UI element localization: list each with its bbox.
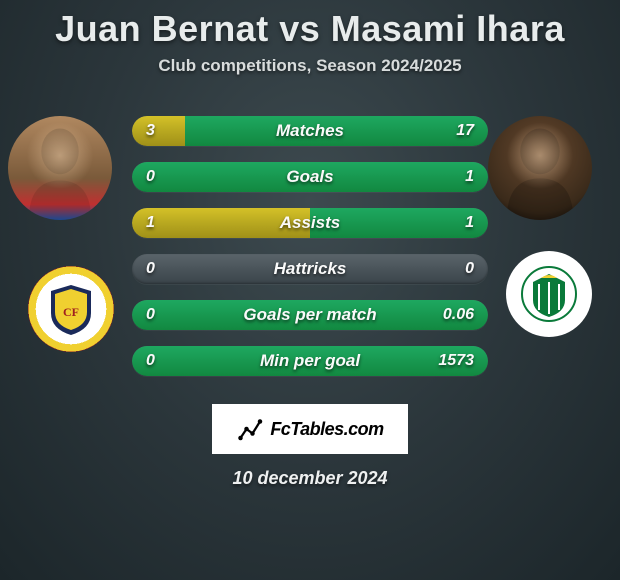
stat-bar: 0Goals1	[132, 162, 488, 192]
stat-bar: 0Min per goal1573	[132, 346, 488, 376]
club-left-crest: CF	[28, 266, 114, 352]
stat-bar-label: Hattricks	[132, 254, 488, 284]
player-left-silhouette-icon	[8, 116, 112, 220]
card-title: Juan Bernat vs Masami Ihara	[0, 8, 620, 50]
stat-bar-right-value: 17	[456, 116, 474, 146]
stat-bar-right-value: 1	[465, 162, 474, 192]
card-subtitle: Club competitions, Season 2024/2025	[0, 56, 620, 76]
player-right-avatar	[488, 116, 592, 220]
villarreal-crest-icon: CF	[41, 279, 101, 339]
watermark-text: FcTables.com	[270, 419, 383, 440]
stat-bars: 3Matches170Goals11Assists10Hattricks00Go…	[132, 116, 488, 392]
stat-bar: 0Goals per match0.06	[132, 300, 488, 330]
player-right-silhouette-icon	[488, 116, 592, 220]
betis-crest-icon	[519, 264, 579, 324]
svg-text:CF: CF	[63, 305, 79, 319]
stat-bar-right-value: 1	[465, 208, 474, 238]
stat-bar-label: Goals per match	[132, 300, 488, 330]
comparison-card: Juan Bernat vs Masami Ihara Club competi…	[0, 0, 620, 489]
player-left-avatar	[8, 116, 112, 220]
stat-bar-right-value: 0	[465, 254, 474, 284]
stat-bar: 1Assists1	[132, 208, 488, 238]
stat-bar-right-value: 0.06	[443, 300, 474, 330]
club-right-crest	[506, 251, 592, 337]
card-body: CF 3Matches170Goals11Assists10Hattricks0…	[0, 104, 620, 384]
stat-bar-label: Assists	[132, 208, 488, 238]
fctables-logo-icon	[236, 414, 266, 444]
stat-bar-right-value: 1573	[438, 346, 474, 376]
stat-bar: 3Matches17	[132, 116, 488, 146]
stat-bar-label: Min per goal	[132, 346, 488, 376]
stat-bar: 0Hattricks0	[132, 254, 488, 284]
stat-bar-label: Matches	[132, 116, 488, 146]
watermark: FcTables.com	[212, 404, 408, 454]
stat-bar-label: Goals	[132, 162, 488, 192]
card-date: 10 december 2024	[0, 468, 620, 489]
